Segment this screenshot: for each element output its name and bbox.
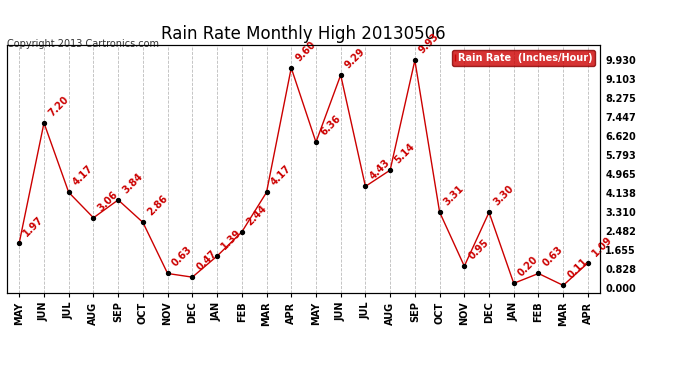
- Point: [509, 280, 520, 286]
- Text: 6.36: 6.36: [318, 114, 342, 138]
- Legend: Rain Rate  (Inches/Hour): Rain Rate (Inches/Hour): [452, 50, 595, 66]
- Point: [39, 120, 50, 126]
- Text: 2.86: 2.86: [146, 194, 170, 218]
- Point: [484, 209, 495, 215]
- Text: 3.30: 3.30: [491, 184, 515, 208]
- Text: 0.11: 0.11: [566, 257, 590, 281]
- Text: 0.63: 0.63: [541, 245, 565, 269]
- Point: [459, 263, 470, 269]
- Point: [187, 274, 198, 280]
- Point: [533, 270, 544, 276]
- Point: [335, 72, 346, 78]
- Text: 9.29: 9.29: [343, 46, 367, 70]
- Text: 3.31: 3.31: [442, 183, 466, 207]
- Point: [310, 139, 322, 145]
- Point: [558, 282, 569, 288]
- Point: [212, 253, 223, 259]
- Text: 0.63: 0.63: [170, 245, 194, 269]
- Text: 4.17: 4.17: [269, 164, 293, 188]
- Text: 4.17: 4.17: [71, 164, 95, 188]
- Point: [162, 270, 173, 276]
- Text: 9.93: 9.93: [417, 32, 442, 56]
- Point: [236, 229, 247, 235]
- Point: [14, 240, 25, 246]
- Point: [582, 260, 593, 266]
- Text: 0.95: 0.95: [466, 237, 491, 262]
- Point: [360, 183, 371, 189]
- Point: [434, 209, 445, 215]
- Point: [384, 167, 395, 173]
- Point: [63, 189, 75, 195]
- Text: 5.14: 5.14: [393, 141, 417, 165]
- Text: 0.47: 0.47: [195, 249, 219, 273]
- Text: 2.44: 2.44: [244, 203, 268, 227]
- Point: [261, 189, 272, 195]
- Point: [88, 215, 99, 221]
- Point: [286, 65, 297, 71]
- Text: 4.43: 4.43: [368, 158, 392, 182]
- Text: 7.20: 7.20: [46, 94, 70, 118]
- Text: 3.84: 3.84: [121, 171, 145, 195]
- Text: 1.09: 1.09: [591, 234, 615, 258]
- Point: [112, 197, 124, 203]
- Text: 0.20: 0.20: [516, 255, 540, 279]
- Title: Rain Rate Monthly High 20130506: Rain Rate Monthly High 20130506: [161, 26, 446, 44]
- Text: Copyright 2013 Cartronics.com: Copyright 2013 Cartronics.com: [7, 39, 159, 49]
- Text: 1.97: 1.97: [22, 214, 46, 238]
- Point: [409, 57, 420, 63]
- Text: 3.06: 3.06: [96, 189, 120, 213]
- Point: [137, 219, 148, 225]
- Text: 9.60: 9.60: [294, 39, 318, 63]
- Text: 1.39: 1.39: [219, 228, 244, 252]
